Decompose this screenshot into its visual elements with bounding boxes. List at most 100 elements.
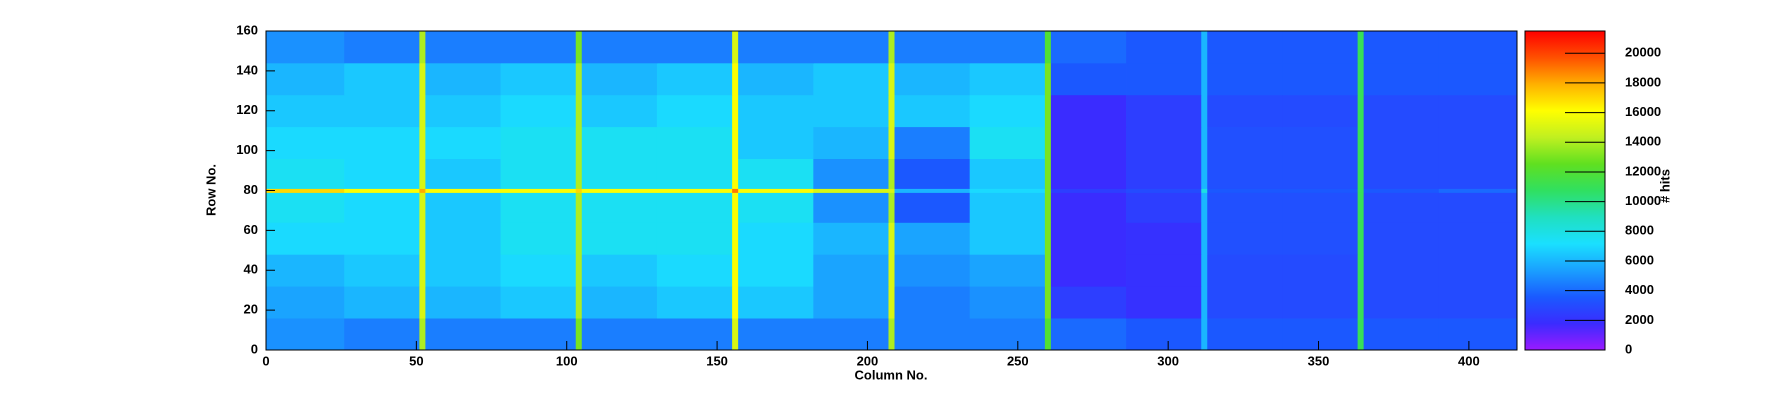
heatmap-cell (425, 158, 501, 189)
heatmap-cell (500, 192, 577, 223)
heatmap-cell (1363, 126, 1440, 159)
heatmap-cell (1282, 126, 1359, 159)
heatmap-cell (575, 62, 583, 96)
x-tick-label: 300 (1157, 353, 1179, 368)
heatmap-cell (425, 126, 501, 159)
heatmap-cell (888, 254, 895, 287)
heatmap-cell (581, 286, 658, 319)
heatmap-cell (888, 318, 895, 351)
heatmap-cell (500, 188, 577, 193)
heatmap-cell (1207, 254, 1283, 287)
heatmap-cell (738, 31, 814, 64)
heatmap-cell (1357, 254, 1365, 287)
heatmap-cell (656, 31, 733, 64)
heatmap-cell (344, 126, 420, 159)
heatmap-cell (500, 254, 577, 287)
heatmap-cell (419, 126, 426, 159)
z-tick-label: 8000 (1625, 223, 1654, 238)
heatmap-cell (738, 94, 814, 128)
heatmap-cell (656, 192, 733, 223)
heatmap-cell (581, 94, 658, 128)
heatmap-cell (425, 222, 501, 255)
heatmap-cell (1207, 158, 1283, 189)
heatmap-cell (266, 222, 345, 255)
heatmap-cell (344, 94, 420, 128)
heatmap-cell (1282, 31, 1359, 64)
z-tick-label: 6000 (1625, 252, 1654, 267)
heatmap-cell (266, 126, 345, 159)
heatmap-cell (500, 318, 577, 351)
heatmap-cell (813, 158, 889, 189)
heatmap-cell (888, 188, 895, 193)
heatmap-cell (732, 94, 739, 128)
heatmap-cell (1126, 94, 1202, 128)
heatmap-cell (888, 192, 895, 223)
heatmap-cell (1363, 158, 1440, 189)
heatmap-cell (894, 286, 971, 319)
heatmap-cell (732, 222, 739, 255)
y-tick-label: 0 (251, 341, 258, 356)
heatmap-cell (344, 318, 420, 351)
heatmap-cell (732, 31, 739, 64)
heatmap-cell (1207, 126, 1283, 159)
heatmap-cell (425, 188, 501, 193)
x-tick-label: 200 (857, 353, 879, 368)
heatmap-cell (888, 286, 895, 319)
heatmap-cell (1207, 318, 1283, 351)
color-bar (1524, 30, 1606, 351)
heatmap-cell (1357, 126, 1365, 159)
heatmap-cell (1363, 31, 1440, 64)
heatmap-cell (1363, 286, 1440, 319)
heatmap-cell (894, 31, 971, 64)
heatmap-cell (1357, 158, 1365, 189)
z-tick-label: 0 (1625, 341, 1632, 356)
heatmap-cell (732, 126, 739, 159)
heatmap-cell (1438, 188, 1518, 193)
y-tick-label: 140 (236, 62, 258, 77)
heatmap-cell (575, 222, 583, 255)
heatmap-cell (575, 188, 583, 193)
heatmap-cell (266, 94, 345, 128)
heatmap-cell (500, 31, 577, 64)
heatmap-cell (1357, 31, 1365, 64)
heatmap-cell (1050, 31, 1127, 64)
heatmap-cell (1126, 31, 1202, 64)
heatmap-cell (813, 286, 889, 319)
heatmap-cell (1282, 94, 1359, 128)
heatmap-cell (500, 286, 577, 319)
heatmap-cell (1438, 192, 1518, 223)
heatmap-cell (581, 158, 658, 189)
heatmap-cell (813, 31, 889, 64)
heatmap-cell (969, 158, 1046, 189)
heatmap-cell (1438, 31, 1518, 64)
heatmap-cell (894, 158, 971, 189)
heatmap-cell (813, 126, 889, 159)
heatmap-cell (1438, 158, 1518, 189)
heatmap-cell (500, 62, 577, 96)
heatmap-cell (425, 286, 501, 319)
x-tick-label: 400 (1458, 353, 1480, 368)
heatmap-cell (969, 94, 1046, 128)
heatmap-cell (1201, 286, 1208, 319)
heatmap-cell (1438, 126, 1518, 159)
heatmap-cell (1357, 286, 1365, 319)
heatmap-cell (894, 94, 971, 128)
heatmap-cell (1207, 192, 1283, 223)
heatmap-cell (969, 318, 1046, 351)
heatmap-cell (1207, 62, 1283, 96)
heatmap-cell (969, 192, 1046, 223)
heatmap-cell (1126, 222, 1202, 255)
heatmap-cell (581, 62, 658, 96)
heatmap-cell (344, 62, 420, 96)
heatmap-cell (500, 94, 577, 128)
heatmap-cell (1357, 318, 1365, 351)
y-tick-label: 160 (236, 22, 258, 37)
x-tick-label: 150 (706, 353, 728, 368)
heatmap-cell (1438, 94, 1518, 128)
heatmap-cell (1050, 318, 1127, 351)
heatmap-cell (266, 31, 345, 64)
heatmap-cell (575, 31, 583, 64)
heatmap-cell (738, 158, 814, 189)
heatmap-cell (500, 126, 577, 159)
heatmap-cell (1363, 254, 1440, 287)
